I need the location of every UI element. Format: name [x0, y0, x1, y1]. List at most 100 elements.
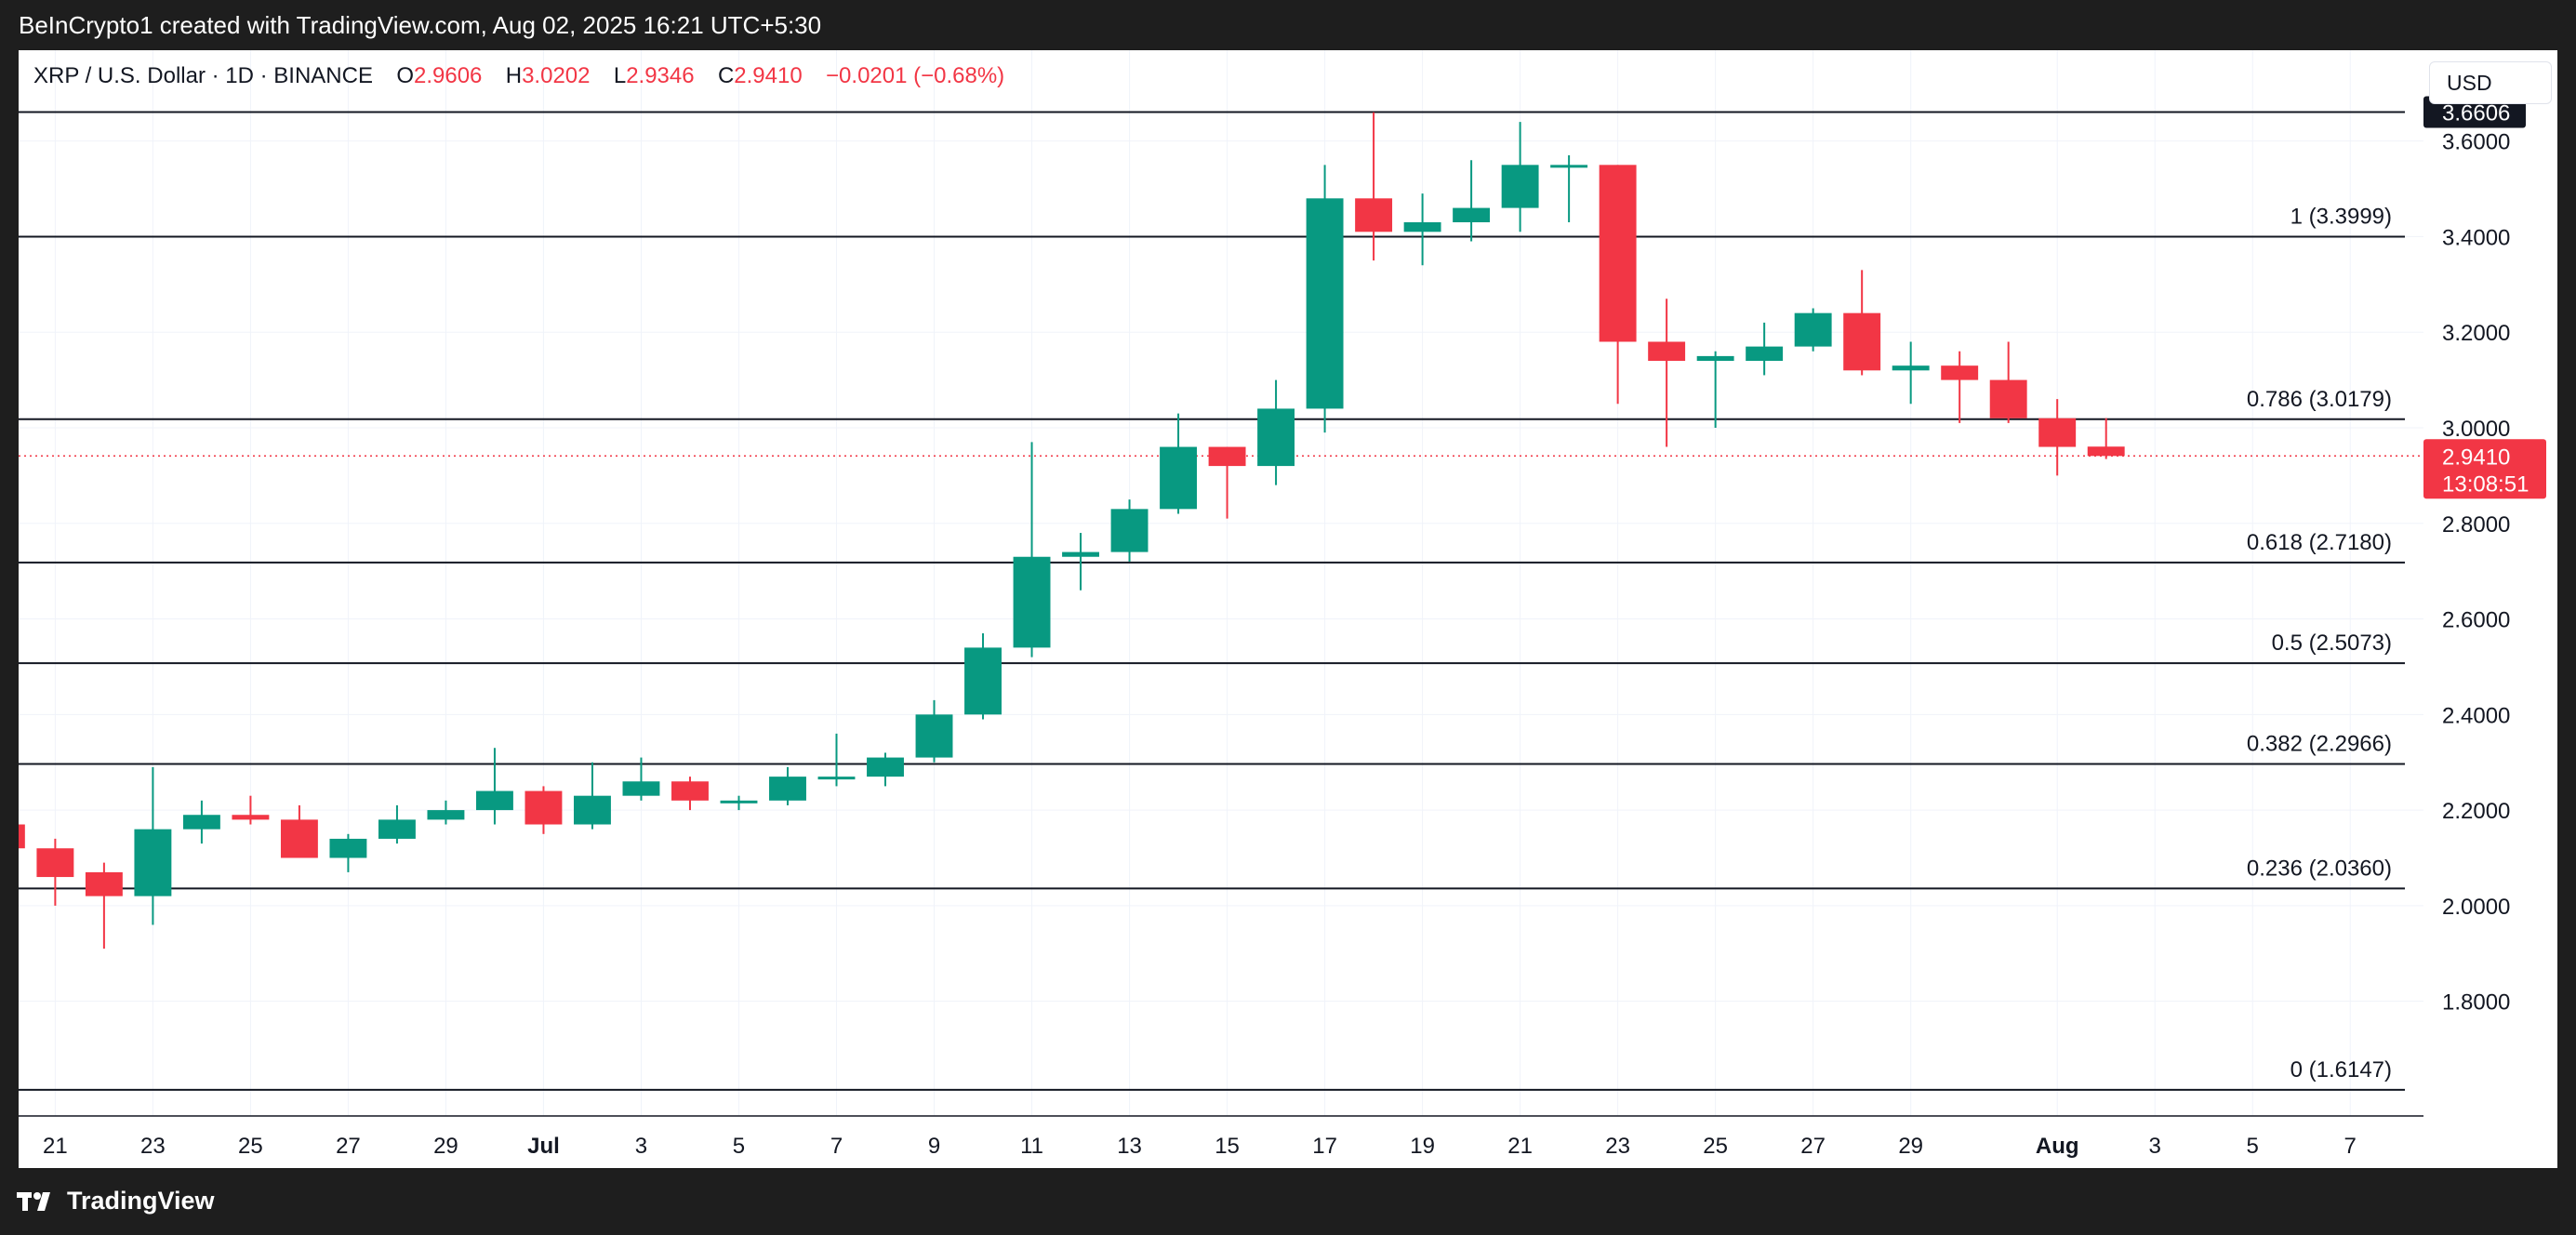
y-tick-label: 2.6000	[2442, 608, 2510, 633]
close-value: 2.9410	[734, 63, 803, 88]
x-tick-label: 3	[2149, 1134, 2161, 1159]
candle-body[interactable]	[915, 714, 953, 758]
fib-level-label: 0.236 (2.0360)	[2247, 856, 2392, 881]
candle-body[interactable]	[769, 777, 806, 801]
last-price-countdown: 13:08:51	[2442, 471, 2529, 497]
candle-body[interactable]	[1843, 312, 1881, 371]
candlestick-chart[interactable]: 3.6000 3.4000 3.2000 3.0000 2.8000 2.6000 2.40…	[19, 50, 2557, 1168]
tradingview-brand[interactable]: TradingView	[17, 1187, 215, 1215]
candle-body[interactable]	[1306, 198, 1344, 409]
candle-body[interactable]	[720, 800, 758, 803]
y-tick-label: 3.4000	[2442, 225, 2510, 250]
candle-body[interactable]	[1110, 509, 1149, 552]
candle-body[interactable]	[475, 790, 513, 811]
y-tick-label: 3.0000	[2442, 417, 2510, 442]
y-tick-label: 2.0000	[2442, 895, 2510, 920]
attribution-text: BeInCrypto1 created with TradingView.com…	[19, 11, 822, 39]
x-tick-label: 5	[2247, 1134, 2259, 1159]
fib-level-label: 0.382 (2.2966)	[2247, 731, 2392, 756]
x-tick-label: 23	[1605, 1134, 1630, 1159]
candle-body[interactable]	[1257, 408, 1295, 467]
tradingview-logo-icon	[17, 1191, 50, 1211]
candle-body[interactable]	[1746, 346, 1784, 362]
last-price-tag	[2423, 439, 2546, 499]
x-tick-label: 9	[928, 1134, 940, 1159]
fib-level-label: 0.5 (2.5073)	[2272, 631, 2392, 656]
candle-body[interactable]	[1550, 165, 1588, 168]
y-tick-label: 3.2000	[2442, 321, 2510, 346]
candle-body[interactable]	[36, 848, 74, 878]
open-value: 2.9606	[413, 63, 483, 88]
y-tick-label: 1.8000	[2442, 990, 2510, 1016]
candle-body[interactable]	[329, 838, 367, 858]
open-label: O	[396, 63, 414, 88]
candle-body[interactable]	[622, 781, 660, 796]
candle-body[interactable]	[574, 795, 611, 825]
x-tick-label: 27	[336, 1134, 361, 1159]
y-tick-label: 2.8000	[2442, 512, 2510, 538]
x-tick-label: 11	[1020, 1134, 1043, 1159]
candle-body[interactable]	[1941, 365, 1979, 380]
x-tick-label: 21	[43, 1134, 68, 1159]
tradingview-footer: TradingView	[0, 1168, 2576, 1235]
low-label: L	[613, 63, 627, 88]
candle-body[interactable]	[2087, 446, 2125, 457]
candle-body[interactable]	[524, 790, 563, 825]
candle-body[interactable]	[1501, 165, 1539, 208]
candle-body[interactable]	[85, 871, 123, 896]
x-tick-label: 7	[830, 1134, 843, 1159]
x-tick-label: 13	[1117, 1134, 1142, 1159]
x-tick-label: 27	[1800, 1134, 1826, 1159]
candle-body[interactable]	[964, 647, 1002, 715]
x-tick-label: Aug	[2036, 1134, 2079, 1159]
x-tick-label: 5	[733, 1134, 745, 1159]
y-tick-label: 2.2000	[2442, 799, 2510, 824]
symbol-name[interactable]: XRP / U.S. Dollar · 1D · BINANCE	[33, 63, 373, 88]
currency-button[interactable]: USD	[2429, 61, 2552, 104]
candle-body[interactable]	[1403, 222, 1441, 232]
candle-body[interactable]	[1208, 446, 1246, 467]
y-tick-label: 3.6000	[2442, 130, 2510, 155]
candle-body[interactable]	[1453, 207, 1491, 223]
high-value: 3.0202	[522, 63, 591, 88]
candle-body[interactable]	[1355, 198, 1393, 232]
candle-body[interactable]	[1160, 446, 1198, 510]
x-tick-label: 15	[1215, 1134, 1240, 1159]
x-tick-label: 7	[2344, 1134, 2357, 1159]
candle-body[interactable]	[817, 777, 856, 780]
candle-body[interactable]	[280, 819, 318, 858]
high-price-tag-label: 3.6606	[2442, 100, 2510, 126]
brand-name: TradingView	[67, 1187, 215, 1215]
candle-body[interactable]	[1013, 556, 1051, 648]
candle-body[interactable]	[1599, 165, 1637, 342]
x-tick-label: 21	[1507, 1134, 1533, 1159]
x-tick-label: 29	[1898, 1134, 1923, 1159]
candle-body[interactable]	[1648, 341, 1686, 362]
x-tick-label: 17	[1312, 1134, 1337, 1159]
candle-body[interactable]	[1696, 355, 1734, 362]
candle-body[interactable]	[232, 815, 270, 820]
candles-group	[19, 112, 2125, 949]
candle-body[interactable]	[671, 781, 709, 801]
low-value: 2.9346	[626, 63, 695, 88]
candle-body[interactable]	[1989, 379, 2027, 418]
y-tick-label: 2.4000	[2442, 703, 2510, 728]
candle-body[interactable]	[378, 819, 416, 839]
candle-body[interactable]	[1892, 365, 1930, 371]
symbol-legend: XRP / U.S. Dollar · 1D · BINANCE O2.9606…	[33, 63, 1004, 89]
candle-body[interactable]	[427, 810, 465, 820]
x-tick-label: 29	[433, 1134, 458, 1159]
x-tick-label: Jul	[527, 1134, 560, 1159]
close-label: C	[717, 63, 735, 88]
candle-body[interactable]	[1062, 551, 1099, 557]
candle-body[interactable]	[134, 829, 172, 896]
candle-body[interactable]	[1794, 312, 1832, 347]
candle-body[interactable]	[2038, 418, 2077, 447]
candle-body[interactable]	[182, 815, 220, 830]
fib-level-label: 0.786 (3.0179)	[2247, 387, 2392, 412]
candle-body[interactable]	[867, 757, 904, 777]
high-label: H	[505, 63, 523, 88]
x-tick-label: 3	[635, 1134, 647, 1159]
chart-panel[interactable]: 3.6000 3.4000 3.2000 3.0000 2.8000 2.6000 2.40…	[19, 50, 2557, 1168]
candle-body[interactable]	[19, 824, 25, 849]
